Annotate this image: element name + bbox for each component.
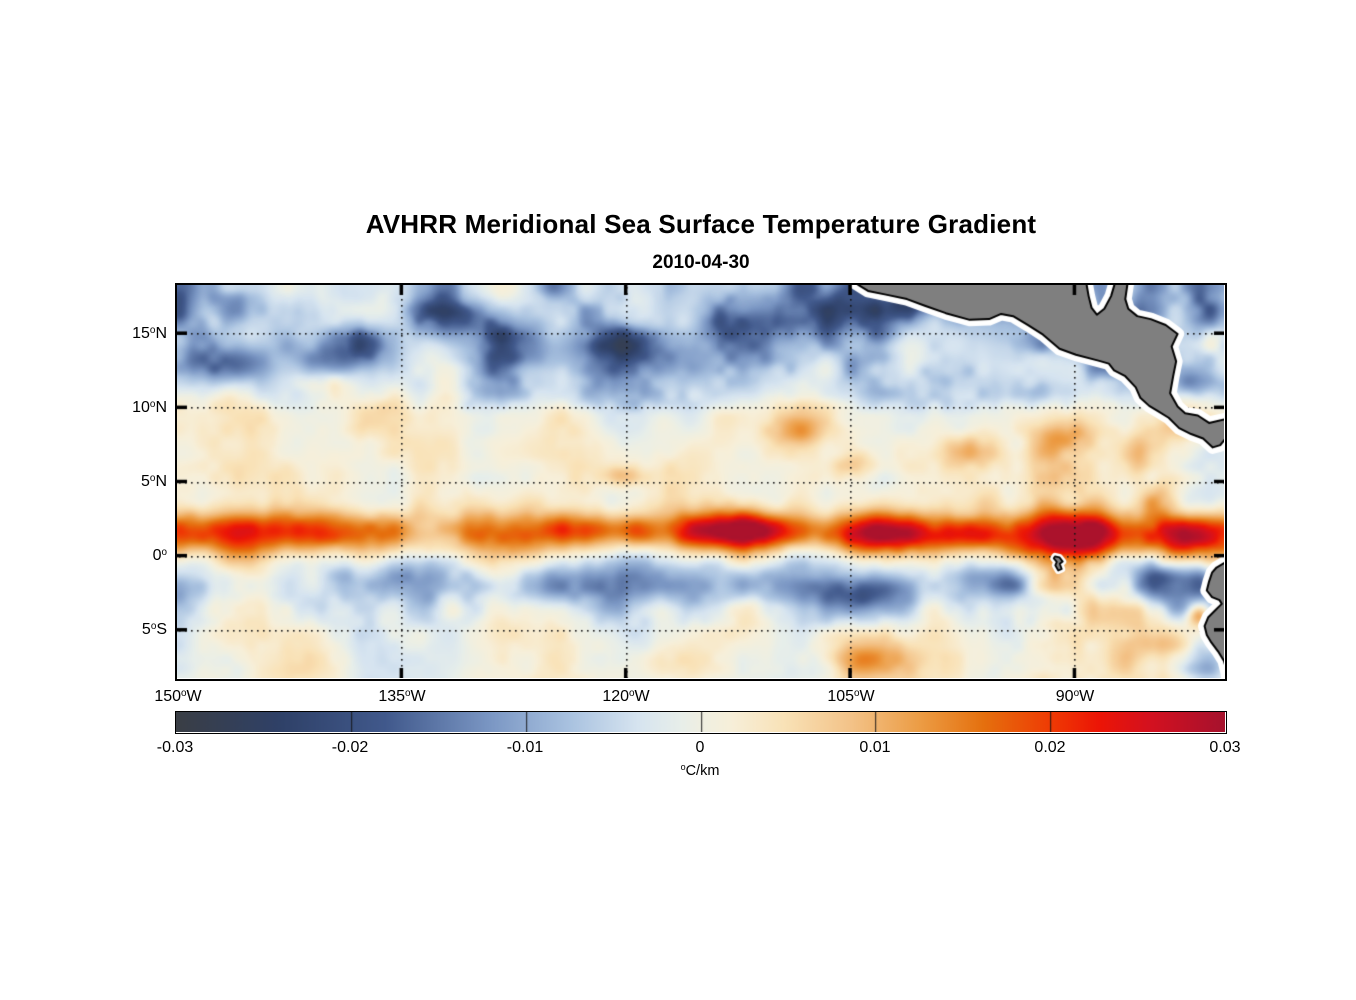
y-tick-label: 0o (152, 546, 167, 564)
map-axes-frame (175, 283, 1227, 681)
colorbar-tick-label: -0.01 (506, 739, 544, 756)
y-tick-label: 10oN (132, 398, 167, 416)
colorbar-frame (175, 711, 1227, 734)
x-tick-label: 105oW (827, 687, 875, 705)
chart-title: AVHRR Meridional Sea Surface Temperature… (365, 209, 1037, 239)
x-tick-label: 120oW (602, 687, 650, 705)
chart-subtitle: 2010-04-30 (652, 252, 750, 273)
y-tick-label: 5oS (141, 620, 167, 638)
colorbar-tick-label: 0.01 (859, 739, 891, 756)
sst-gradient-heatmap (177, 285, 1224, 678)
colorbar-tick-label: 0 (695, 739, 705, 756)
colorbar-tick-label: 0.02 (1034, 739, 1066, 756)
colorbar-tick-label: 0.03 (1209, 739, 1241, 756)
x-tick-label: 90oW (1055, 687, 1095, 705)
colorbar-tick-label: -0.02 (331, 739, 369, 756)
y-tick-label: 15oN (132, 324, 167, 342)
x-tick-label: 150oW (154, 687, 202, 705)
colorbar-unit-label: oC/km (680, 762, 720, 779)
x-tick-label: 135oW (378, 687, 426, 705)
colorbar-gradient (176, 712, 1225, 732)
colorbar-tick-label: -0.03 (156, 739, 194, 756)
y-tick-label: 5oN (141, 472, 167, 490)
